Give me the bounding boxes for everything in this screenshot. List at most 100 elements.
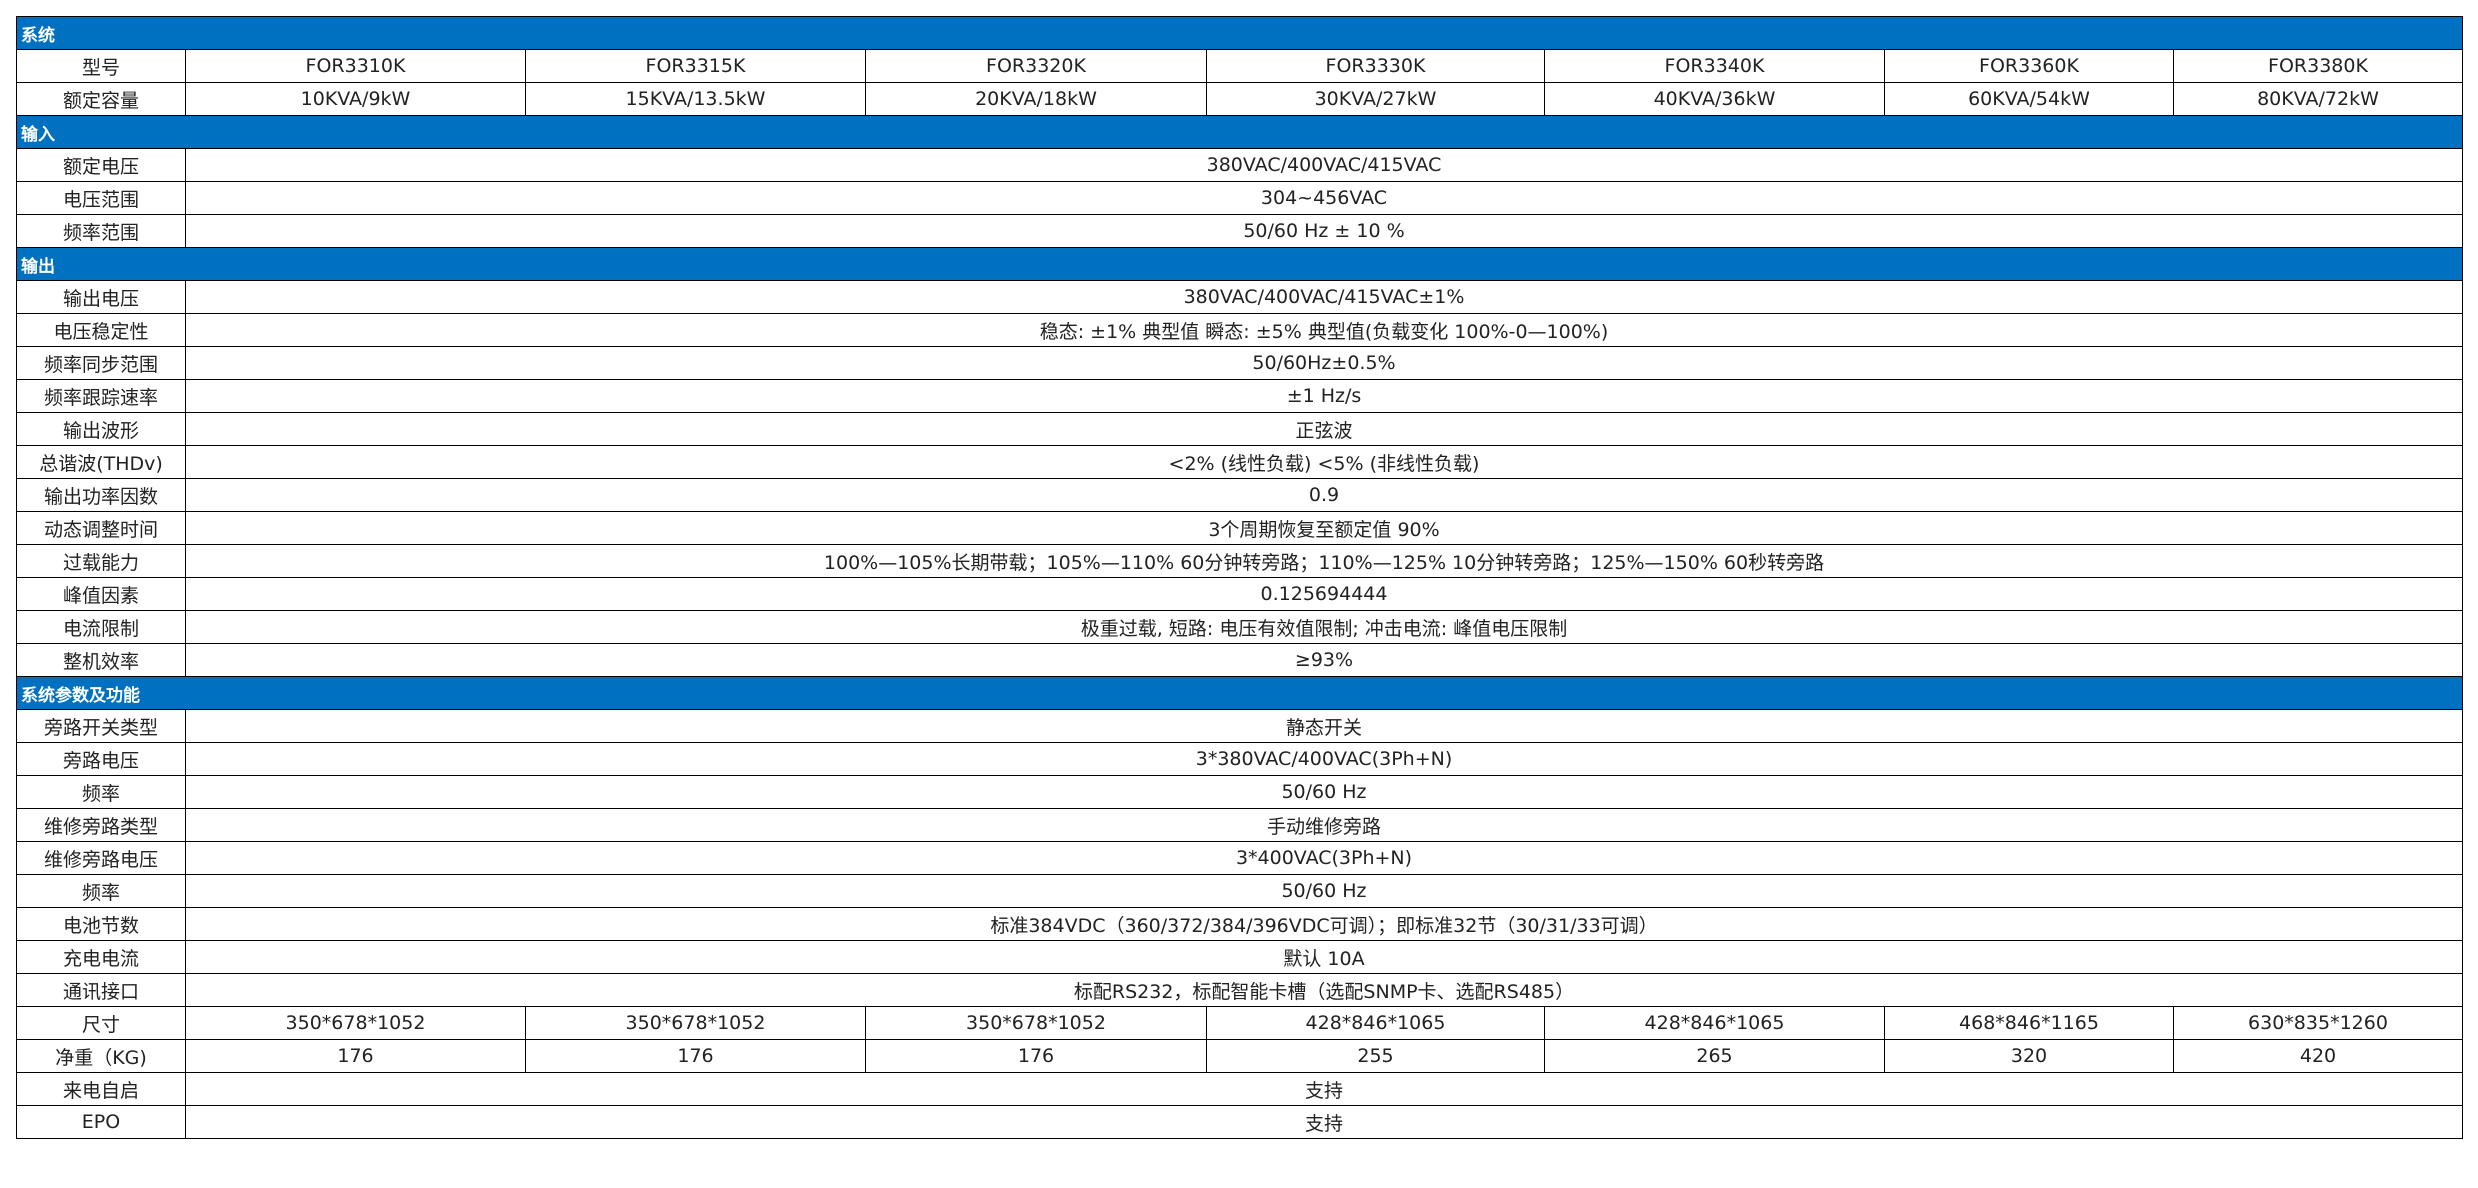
row-value: 50/60 Hz (185, 874, 2463, 908)
spec-row: 额定容量 10KVA/9kW 15KVA/13.5kW 20KVA/18kW 30KVA… (16, 82, 2463, 116)
row-label: 电流限制 (16, 610, 186, 644)
section-row: 输入 (16, 115, 2463, 149)
spec-row: 频率同步范围 50/60Hz±0.5% (16, 346, 2463, 380)
spec-row: 来电自启 支持 (16, 1072, 2463, 1106)
spec-row: 动态调整时间 3个周期恢复至额定值 90% (16, 511, 2463, 545)
table-body: 系统 型号 FOR3310K FOR3315K FOR3320K FOR3330K FOR3… (16, 16, 2463, 1139)
row-label: 电压范围 (16, 181, 186, 215)
section-title: 系统 (16, 16, 2463, 50)
row-label: 频率跟踪速率 (16, 379, 186, 413)
row-label: 总谐波(THDv) (16, 445, 186, 479)
row-value: 默认 10A (185, 940, 2463, 974)
row-value: 3个周期恢复至额定值 90% (185, 511, 2463, 545)
row-label: 净重（KG) (16, 1039, 186, 1073)
row-value: 380VAC/400VAC/415VAC (185, 148, 2463, 182)
row-label: 旁路电压 (16, 742, 186, 776)
row-value: FOR3340K (1544, 49, 1885, 83)
row-label: 整机效率 (16, 643, 186, 677)
spec-row: 旁路开关类型 静态开关 (16, 709, 2463, 743)
section-title: 输出 (16, 247, 2463, 281)
row-value: 支持 (185, 1105, 2463, 1139)
row-value: 0.125694444 (185, 577, 2463, 611)
row-value: ±1 Hz/s (185, 379, 2463, 413)
spec-row: 过载能力 100%—105%长期带载；105%—110% 60分钟转旁路；110%… (16, 544, 2463, 578)
row-value: FOR3360K (1884, 49, 2174, 83)
row-value: FOR3315K (525, 49, 866, 83)
row-label: 频率范围 (16, 214, 186, 248)
spec-row: 输出功率因数 0.9 (16, 478, 2463, 512)
row-label: 来电自启 (16, 1072, 186, 1106)
row-value: 20KVA/18kW (865, 82, 1207, 116)
row-label: 额定容量 (16, 82, 186, 116)
row-label: 输出电压 (16, 280, 186, 314)
row-value: 320 (1884, 1039, 2174, 1073)
row-value: 10KVA/9kW (185, 82, 526, 116)
row-value: 100%—105%长期带载；105%—110% 60分钟转旁路；110%—125… (185, 544, 2463, 578)
spec-row: 电流限制 极重过载, 短路: 电压有效值限制; 冲击电流: 峰值电压限制 (16, 610, 2463, 644)
spec-row: 电池节数 标准384VDC（360/372/384/396VDC可调）；即标准32… (16, 907, 2463, 941)
row-label: 峰值因素 (16, 577, 186, 611)
row-value: 40KVA/36kW (1544, 82, 1885, 116)
row-value: 176 (865, 1039, 1207, 1073)
row-label: 尺寸 (16, 1006, 186, 1040)
row-value: 350*678*1052 (185, 1006, 526, 1040)
row-value: 176 (185, 1039, 526, 1073)
row-value: 176 (525, 1039, 866, 1073)
section-row: 输出 (16, 247, 2463, 281)
spec-row: 通讯接口 标配RS232，标配智能卡槽（选配SNMP卡、选配RS485） (16, 973, 2463, 1007)
spec-row: 频率 50/60 Hz (16, 874, 2463, 908)
spec-row: 峰值因素 0.125694444 (16, 577, 2463, 611)
row-label: 输出波形 (16, 412, 186, 446)
spec-row: 输出波形 正弦波 (16, 412, 2463, 446)
section-title: 输入 (16, 115, 2463, 149)
row-value: 80KVA/72kW (2173, 82, 2463, 116)
row-label: 过载能力 (16, 544, 186, 578)
row-value: 3*380VAC/400VAC(3Ph+N) (185, 742, 2463, 776)
row-value: 50/60 Hz ± 10 % (185, 214, 2463, 248)
row-value: 标准384VDC（360/372/384/396VDC可调）；即标准32节（30… (185, 907, 2463, 941)
row-value: 350*678*1052 (525, 1006, 866, 1040)
spec-row: 频率范围 50/60 Hz ± 10 % (16, 214, 2463, 248)
spec-row: 电压稳定性 稳态: ±1% 典型值 瞬态: ±5% 典型值(负载变化 100%-0… (16, 313, 2463, 347)
spec-row: 总谐波(THDv) <2% (线性负载) <5% (非线性负载) (16, 445, 2463, 479)
spec-row: EPO 支持 (16, 1105, 2463, 1139)
row-value: 50/60Hz±0.5% (185, 346, 2463, 380)
spec-table: 系统 型号 FOR3310K FOR3315K FOR3320K FOR3330K FOR3… (16, 16, 2463, 1139)
spec-row: 型号 FOR3310K FOR3315K FOR3320K FOR3330K FOR334… (16, 49, 2463, 83)
row-value: 265 (1544, 1039, 1885, 1073)
row-value: FOR3310K (185, 49, 526, 83)
row-value: 静态开关 (185, 709, 2463, 743)
row-label: 频率 (16, 874, 186, 908)
row-label: EPO (16, 1105, 186, 1139)
row-label: 额定电压 (16, 148, 186, 182)
spec-row: 电压范围 304~456VAC (16, 181, 2463, 215)
row-value: 标配RS232，标配智能卡槽（选配SNMP卡、选配RS485） (185, 973, 2463, 1007)
row-value: 350*678*1052 (865, 1006, 1207, 1040)
row-label: 维修旁路类型 (16, 808, 186, 842)
row-value: 60KVA/54kW (1884, 82, 2174, 116)
row-value: 支持 (185, 1072, 2463, 1106)
row-label: 频率同步范围 (16, 346, 186, 380)
row-value: FOR3380K (2173, 49, 2463, 83)
row-value: 稳态: ±1% 典型值 瞬态: ±5% 典型值(负载变化 100%-0—100%… (185, 313, 2463, 347)
row-value: 3*400VAC(3Ph+N) (185, 841, 2463, 875)
row-value: 30KVA/27kW (1206, 82, 1545, 116)
row-value: 0.9 (185, 478, 2463, 512)
spec-row: 频率 50/60 Hz (16, 775, 2463, 809)
row-value: ≥93% (185, 643, 2463, 677)
row-label: 型号 (16, 49, 186, 83)
row-label: 输出功率因数 (16, 478, 186, 512)
row-value: 50/60 Hz (185, 775, 2463, 809)
row-value: 468*846*1165 (1884, 1006, 2174, 1040)
row-value: FOR3330K (1206, 49, 1545, 83)
row-value: 304~456VAC (185, 181, 2463, 215)
spec-row: 旁路电压 3*380VAC/400VAC(3Ph+N) (16, 742, 2463, 776)
spec-row: 输出电压 380VAC/400VAC/415VAC±1% (16, 280, 2463, 314)
row-label: 电压稳定性 (16, 313, 186, 347)
section-row: 系统参数及功能 (16, 676, 2463, 710)
row-value: 630*835*1260 (2173, 1006, 2463, 1040)
spec-row: 额定电压 380VAC/400VAC/415VAC (16, 148, 2463, 182)
row-label: 频率 (16, 775, 186, 809)
row-value: <2% (线性负载) <5% (非线性负载) (185, 445, 2463, 479)
